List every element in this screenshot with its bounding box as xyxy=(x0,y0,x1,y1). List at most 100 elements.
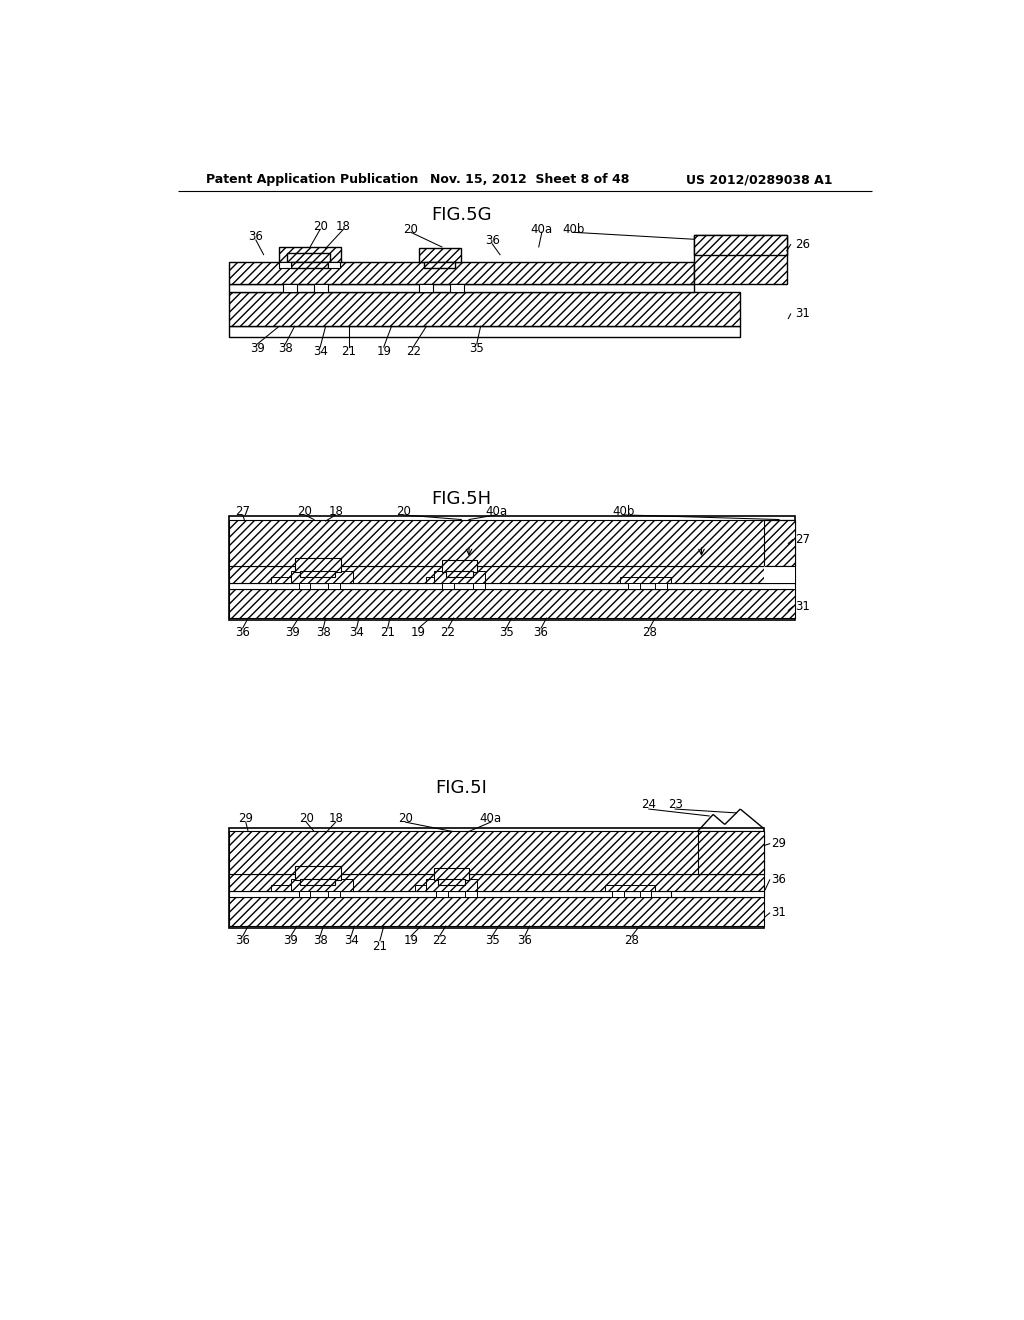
Text: 20: 20 xyxy=(299,812,313,825)
Text: 35: 35 xyxy=(499,626,514,639)
Text: 34: 34 xyxy=(344,935,358,948)
Bar xyxy=(465,891,477,896)
Text: 26: 26 xyxy=(795,238,810,251)
Bar xyxy=(291,572,352,582)
Text: Patent Application Publication: Patent Application Publication xyxy=(206,173,418,186)
Bar xyxy=(697,832,764,874)
Text: 38: 38 xyxy=(312,935,328,948)
Text: 36: 36 xyxy=(771,874,786,887)
Bar xyxy=(426,879,477,891)
Bar xyxy=(438,879,465,886)
Text: 22: 22 xyxy=(440,626,456,639)
Bar xyxy=(434,572,484,582)
Text: 34: 34 xyxy=(349,626,365,639)
Bar xyxy=(450,284,464,292)
Text: US 2012/0289038 A1: US 2012/0289038 A1 xyxy=(686,173,833,186)
Bar xyxy=(228,582,795,589)
Bar xyxy=(415,884,426,891)
Text: 36: 36 xyxy=(236,935,250,948)
Bar xyxy=(300,572,335,577)
Text: 35: 35 xyxy=(469,342,484,355)
Bar xyxy=(299,582,310,589)
Bar xyxy=(280,247,341,263)
Bar xyxy=(291,261,328,268)
Text: FIG.5G: FIG.5G xyxy=(431,206,492,223)
Bar xyxy=(328,261,340,268)
Text: 29: 29 xyxy=(239,812,253,825)
Text: 28: 28 xyxy=(625,935,639,948)
Text: 18: 18 xyxy=(329,812,343,825)
Text: 20: 20 xyxy=(297,504,312,517)
Text: 36: 36 xyxy=(249,231,263,243)
Bar xyxy=(228,896,764,927)
Bar xyxy=(621,577,671,582)
Bar xyxy=(300,879,335,886)
Text: 19: 19 xyxy=(376,345,391,358)
Bar xyxy=(604,884,655,891)
Text: 19: 19 xyxy=(403,935,419,948)
Bar xyxy=(419,248,461,263)
Text: 27: 27 xyxy=(795,533,810,546)
Text: 38: 38 xyxy=(316,626,331,639)
Text: 19: 19 xyxy=(411,626,426,639)
Text: 22: 22 xyxy=(432,935,447,948)
Bar xyxy=(228,326,740,337)
Bar xyxy=(314,284,328,292)
Bar xyxy=(693,235,786,255)
Text: 34: 34 xyxy=(312,345,328,358)
Text: 38: 38 xyxy=(278,342,293,355)
Bar xyxy=(271,577,291,582)
Text: 18: 18 xyxy=(329,504,343,517)
Bar xyxy=(424,261,455,268)
Text: 20: 20 xyxy=(395,504,411,517)
Bar xyxy=(693,235,786,284)
Text: 20: 20 xyxy=(312,219,328,232)
Text: 31: 31 xyxy=(771,907,786,920)
Bar xyxy=(671,891,764,896)
Bar xyxy=(228,829,764,928)
Bar xyxy=(436,891,449,896)
Bar xyxy=(655,582,667,589)
Text: 35: 35 xyxy=(485,935,500,948)
Bar xyxy=(445,572,473,577)
Bar xyxy=(426,577,434,582)
Bar xyxy=(228,589,795,618)
Text: FIG.5H: FIG.5H xyxy=(431,490,492,508)
Text: 20: 20 xyxy=(403,223,419,236)
Text: 23: 23 xyxy=(668,797,683,810)
Text: 40b: 40b xyxy=(612,504,635,517)
Bar xyxy=(271,884,291,891)
Bar xyxy=(283,284,297,292)
Text: 40b: 40b xyxy=(562,223,585,236)
Text: 39: 39 xyxy=(250,342,265,355)
Bar xyxy=(295,866,341,880)
Text: FIG.5I: FIG.5I xyxy=(435,779,487,797)
Text: 40a: 40a xyxy=(530,223,553,236)
Text: 39: 39 xyxy=(284,935,298,948)
Bar xyxy=(764,520,795,566)
Text: 31: 31 xyxy=(795,308,810,321)
Text: 21: 21 xyxy=(341,345,356,358)
Text: 40a: 40a xyxy=(485,504,507,517)
Bar xyxy=(291,879,352,891)
Bar xyxy=(228,566,795,582)
Bar xyxy=(228,263,693,284)
Bar xyxy=(287,253,330,263)
Text: 21: 21 xyxy=(373,940,387,953)
Bar xyxy=(228,832,764,874)
Bar xyxy=(640,891,651,896)
Text: 29: 29 xyxy=(771,837,786,850)
Bar xyxy=(612,891,624,896)
Text: 40a: 40a xyxy=(479,812,502,825)
Text: Nov. 15, 2012  Sheet 8 of 48: Nov. 15, 2012 Sheet 8 of 48 xyxy=(430,173,630,186)
Bar xyxy=(764,566,795,582)
Bar xyxy=(419,284,432,292)
Text: 36: 36 xyxy=(484,234,500,247)
Text: 28: 28 xyxy=(642,626,657,639)
Text: 20: 20 xyxy=(398,812,413,825)
Bar xyxy=(434,867,469,880)
Bar xyxy=(228,284,693,292)
Text: 21: 21 xyxy=(380,626,395,639)
Bar xyxy=(228,891,764,896)
Text: 39: 39 xyxy=(285,626,300,639)
